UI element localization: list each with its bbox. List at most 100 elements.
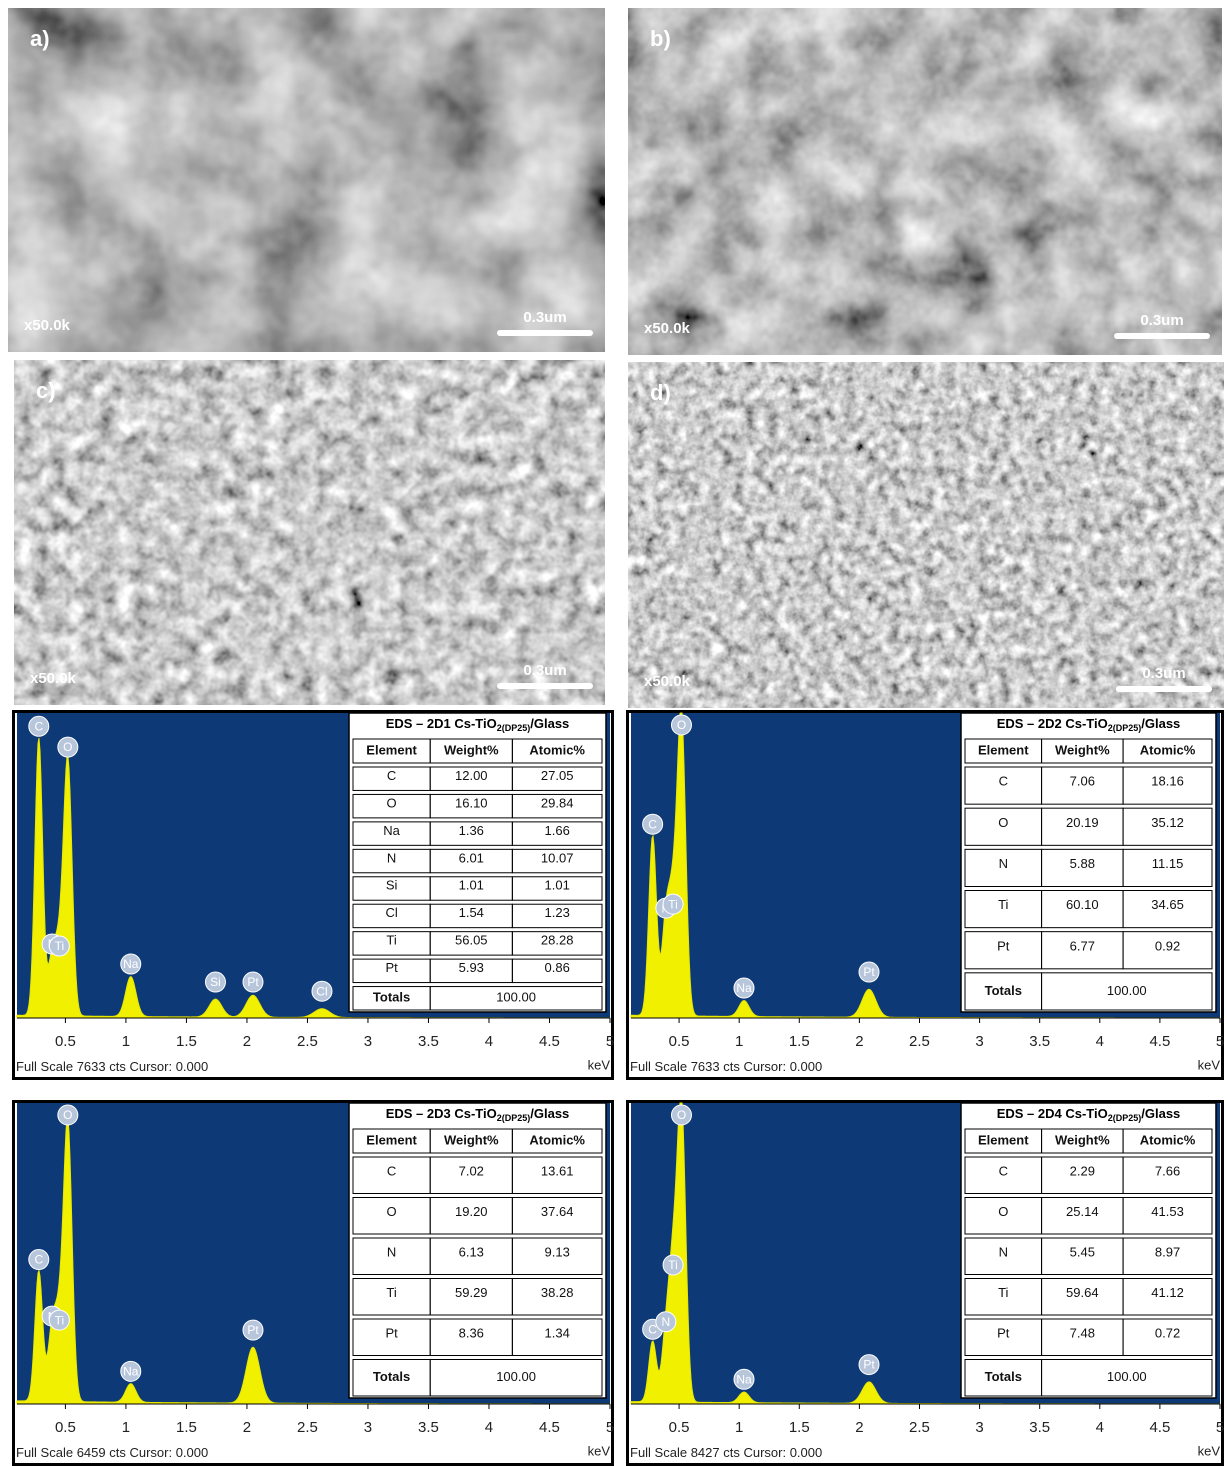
title-suffix: /Glass <box>1141 716 1180 731</box>
scale-label: 0.3um <box>1140 312 1183 329</box>
page: {"sem_panels": [ {"label": "a)", "magnif… <box>0 0 1227 1466</box>
x-tick-label: 0.5 <box>55 1033 76 1050</box>
table-header: Element <box>978 1132 1029 1147</box>
table-header: Element <box>366 1132 417 1147</box>
table-value: C <box>999 774 1008 789</box>
table-title: EDS – 2D2 Cs-TiO2(DP25)/Glass <box>997 716 1181 733</box>
x-tick-label: 3.5 <box>418 1419 439 1436</box>
x-tick-label: 4 <box>1096 1033 1104 1050</box>
table-value: N <box>387 1244 396 1259</box>
x-tick-label: 1.5 <box>176 1033 197 1050</box>
table-value: Ti <box>386 933 396 948</box>
table-value: 41.12 <box>1151 1285 1184 1300</box>
x-tick-label: 4.5 <box>539 1033 560 1050</box>
peak-label: O <box>677 718 686 732</box>
table-value: 27.05 <box>541 768 574 783</box>
peak-label: O <box>677 1108 686 1122</box>
peak-label: C <box>648 817 657 831</box>
title-suffix: /Glass <box>530 716 569 731</box>
table-value: 7.06 <box>1070 774 1095 789</box>
table-value: 1.36 <box>459 823 484 838</box>
x-tick-label: 0.5 <box>669 1033 690 1050</box>
x-tick-label: 4 <box>485 1033 493 1050</box>
eds-panel: CNTiONaPt0.511.522.533.544.55keVFull Sca… <box>628 1102 1225 1465</box>
totals-label: Totals <box>985 1369 1022 1384</box>
table-value: 2.29 <box>1070 1163 1095 1178</box>
title-sub: 2(DP25) <box>497 723 531 733</box>
x-tick-label: 1.5 <box>789 1419 810 1436</box>
title-suffix: /Glass <box>1141 1106 1180 1121</box>
table-value: Ti <box>998 897 1008 912</box>
x-tick-label: 2.5 <box>297 1033 318 1050</box>
table-value: 8.97 <box>1155 1244 1180 1259</box>
sem-image: a)x50.0k0.3um <box>8 8 605 352</box>
table-title: EDS – 2D4 Cs-TiO2(DP25)/Glass <box>997 1106 1181 1123</box>
table-value: 10.07 <box>541 850 574 865</box>
table-value: 1.23 <box>545 905 570 920</box>
table-value: C <box>387 768 396 783</box>
table-value: 7.02 <box>459 1163 484 1178</box>
table-value: 28.28 <box>541 933 574 948</box>
scale-label: 0.3um <box>1142 665 1185 682</box>
x-tick-label: 0.5 <box>669 1419 690 1436</box>
table-value: 0.92 <box>1155 938 1180 953</box>
table-value: 1.34 <box>545 1325 570 1340</box>
scale-bar <box>1114 333 1210 339</box>
peak-label: Pt <box>863 965 875 979</box>
x-tick-label: 3 <box>975 1419 983 1436</box>
totals-value: 100.00 <box>1107 1369 1147 1384</box>
x-tick-label: 1 <box>735 1033 743 1050</box>
table-value: 56.05 <box>455 933 488 948</box>
footer-suffix: cts Cursor: 0.000 <box>723 1445 822 1460</box>
totals-value: 100.00 <box>496 1369 536 1384</box>
peak-label: Na <box>123 1365 139 1379</box>
table-value: 5.88 <box>1070 856 1095 871</box>
table-value: 8.36 <box>459 1325 484 1340</box>
table-value: 20.19 <box>1066 815 1099 830</box>
x-tick-label: 1 <box>735 1419 743 1436</box>
peak-label: O <box>63 740 72 754</box>
x-tick-label: 4.5 <box>1149 1033 1170 1050</box>
x-tick-label: 0.5 <box>55 1419 76 1436</box>
footer: Full Scale 7633 cts Cursor: 0.000 <box>16 1059 208 1074</box>
scale-bar <box>497 683 593 689</box>
totals-value: 100.00 <box>496 990 536 1005</box>
x-tick-label: 4.5 <box>539 1419 560 1436</box>
x-tick-label: 5 <box>1216 1419 1224 1436</box>
x-tick-label: 5 <box>1216 1033 1224 1050</box>
table-value: 5.93 <box>459 960 484 975</box>
table-value: Pt <box>385 1325 398 1340</box>
x-unit: keV <box>1198 1443 1221 1458</box>
peak-label: N <box>662 1315 671 1329</box>
sem-image: b)x50.0k0.3um <box>628 8 1222 355</box>
table-value: C <box>999 1163 1008 1178</box>
table-header: Atomic% <box>529 1132 585 1147</box>
table-value: 12.00 <box>455 768 488 783</box>
table-header: Atomic% <box>1140 1132 1196 1147</box>
sem-texture <box>14 360 605 705</box>
peak-label: Na <box>736 981 752 995</box>
table-header: Element <box>366 742 417 757</box>
table-value: 0.86 <box>545 960 570 975</box>
peak-label: Ti <box>668 897 678 911</box>
x-tick-label: 5 <box>606 1033 614 1050</box>
table-value: O <box>998 815 1008 830</box>
table-value: O <box>387 795 397 810</box>
footer-suffix: cts Cursor: 0.000 <box>109 1445 208 1460</box>
x-tick-label: 2 <box>243 1419 251 1436</box>
table-header: Weight% <box>444 742 499 757</box>
table-value: 16.10 <box>455 795 488 810</box>
scale-bar <box>497 330 593 336</box>
table-value: Si <box>386 878 398 893</box>
x-unit: keV <box>1198 1057 1221 1072</box>
sem-texture <box>628 8 1222 355</box>
x-tick-label: 2 <box>243 1033 251 1050</box>
magnification: x50.0k <box>644 320 691 337</box>
table-header: Weight% <box>444 1132 499 1147</box>
title-main: EDS – 2D4 Cs-TiO <box>997 1106 1108 1121</box>
x-tick-label: 3.5 <box>1029 1419 1050 1436</box>
sem-texture <box>8 8 605 352</box>
totals-label: Totals <box>985 983 1022 998</box>
full-scale: 7633 <box>691 1059 720 1074</box>
footer-prefix: Full Scale <box>16 1059 73 1074</box>
